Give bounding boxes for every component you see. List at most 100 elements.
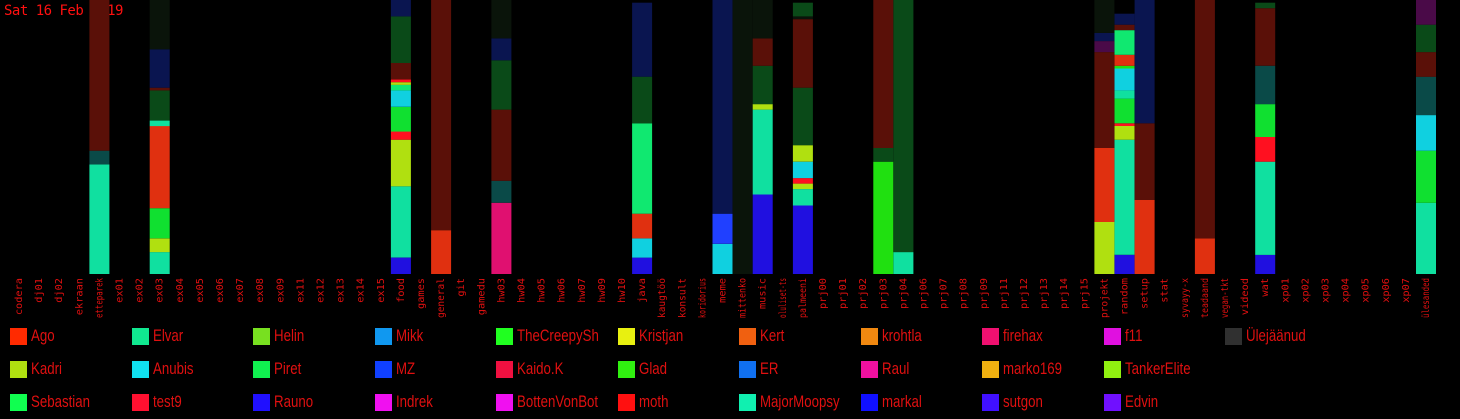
bar-segment-ex03-5 [149, 90, 170, 121]
legend-item-Rauno: Rauno [253, 391, 324, 413]
legend-label: Sebastian [31, 392, 90, 411]
legend-swatch [1103, 393, 1121, 411]
bar-segment-ex03-4 [149, 120, 170, 127]
bar-segment-meme-0 [712, 243, 733, 274]
category-label-meme: meme [718, 278, 729, 303]
legend-swatch [860, 393, 878, 411]
bar-segment-java-2 [632, 213, 653, 239]
bar-segment-hw03-3 [491, 60, 512, 110]
category-label-ülesanded: ülesanded [1421, 278, 1432, 318]
bar-segment-random-4 [1114, 98, 1135, 124]
legend-item-f11: f11 [1103, 325, 1147, 347]
category-label-prj13: prj13 [1039, 278, 1050, 309]
bar-segment-music-4 [752, 38, 773, 66]
category-label-codera: codera [14, 278, 25, 315]
legend-item-Kadri: Kadri [10, 358, 71, 380]
legend-item-moth: moth [617, 391, 677, 413]
bar-segment-food-0 [390, 257, 411, 274]
category-label-hw03: hw03 [496, 278, 507, 303]
legend-item-ER: ER [739, 358, 784, 380]
bar-segment-prj04-0 [893, 252, 914, 274]
legend-label: Anubis [152, 359, 194, 378]
bar-segment-projekt-1 [1094, 148, 1115, 222]
legend-item-markal: markal [860, 391, 933, 413]
bar-segment-meme-2 [712, 0, 733, 214]
legend-swatch [496, 327, 513, 345]
bar-segment-palmeeni-8 [792, 16, 813, 20]
bar-segment-ülesanded-5 [1416, 24, 1436, 53]
legend-swatch [739, 360, 756, 378]
legend-swatch [10, 393, 27, 411]
bar-segment-ex03-2 [149, 208, 170, 239]
legend-item-marko169: marko169 [982, 358, 1079, 380]
bar-segment-random-7 [1114, 65, 1135, 69]
legend-label: Kert [760, 326, 785, 345]
category-label-git: git [456, 278, 467, 297]
category-label-general: general [436, 278, 447, 318]
legend-swatch [131, 327, 149, 345]
bar-segment-ex03-1 [149, 238, 170, 253]
legend-item-Piret: Piret [253, 358, 309, 380]
category-label-oluliset-ts: oluliset-ts [778, 278, 789, 318]
category-label-prj06: prj06 [919, 278, 930, 309]
bar-segment-random-8 [1114, 54, 1135, 66]
bar-segment-mittenko-0 [732, 0, 753, 274]
legend-label: Elvar [152, 326, 183, 345]
bar-segment-food-3 [390, 131, 411, 140]
category-label-hw06: hw06 [557, 278, 568, 303]
category-label-prj02: prj02 [858, 278, 869, 309]
bar-segment-projekt-5 [1094, 0, 1115, 33]
category-label-ex14: ex14 [356, 278, 367, 303]
legend-swatch [860, 360, 878, 378]
category-label-prj04: prj04 [898, 278, 909, 309]
category-label-ex06: ex06 [215, 278, 226, 303]
category-label-dj01: dj01 [34, 278, 45, 303]
bar-segment-java-4 [632, 76, 653, 124]
category-label-dj02: dj02 [54, 278, 65, 303]
legend-swatch [739, 393, 756, 411]
bar-segment-random-11 [1114, 13, 1135, 25]
category-label-prj14: prj14 [1059, 278, 1070, 309]
category-label-ex15: ex15 [376, 278, 387, 303]
bar-segment-food-7 [390, 82, 411, 85]
category-label-xp01: xp01 [1280, 278, 1291, 303]
legend-swatch [131, 393, 149, 411]
bar-segment-hw03-4 [491, 38, 512, 61]
legend-swatch [617, 393, 635, 411]
bar-segment-food-8 [390, 79, 411, 83]
legend-item-firehax: firehax [982, 325, 1054, 347]
legend-label: Kaido.K [517, 359, 564, 378]
bar-segment-ülesanded-2 [1416, 115, 1436, 151]
bar-segment-palmeeni-3 [792, 178, 813, 184]
bar-segment-random-6 [1114, 68, 1135, 91]
bar-segment-ex03-7 [149, 49, 170, 88]
legend-swatch [496, 360, 513, 378]
category-label-konsult: konsult [677, 278, 688, 318]
bar-segment-teadaand-0 [1194, 238, 1215, 274]
category-label-teadaand: teadaand [1200, 278, 1211, 318]
legend-item-BottenVonBot: BottenVonBot [496, 391, 621, 413]
legend-item-test9: test9 [131, 391, 190, 413]
bar-segment-random-5 [1114, 90, 1135, 99]
legend-swatch [1225, 327, 1242, 345]
category-label-projekt: projekt [1099, 278, 1110, 318]
legend-label: Kadri [31, 359, 62, 378]
legend-swatch [617, 327, 635, 345]
bar-segment-ex03-8 [149, 0, 170, 50]
legend-swatch [496, 393, 513, 411]
category-label-prj08: prj08 [959, 278, 970, 309]
bar-segment-etteparek-2 [89, 0, 110, 151]
category-label-vegan-tkt: vegan-tkt [1220, 278, 1231, 318]
category-label-ekraan: ekraan [74, 278, 85, 315]
legend-label: Mikk [395, 326, 423, 345]
category-label-stat: stat [1160, 278, 1171, 303]
legend-item-Anubis: Anubis [131, 358, 205, 380]
category-label-hw04: hw04 [517, 278, 528, 303]
bar-segment-palmeeni-7 [792, 19, 813, 88]
bar-segment-general-0 [431, 230, 452, 274]
legend-label: Raul [881, 359, 909, 378]
bar-segment-teadaand-1 [1194, 0, 1215, 239]
bar-segment-random-10 [1114, 24, 1135, 31]
bar-segment-food-5 [390, 90, 411, 107]
bar-segment-ülesanded-6 [1416, 0, 1436, 25]
